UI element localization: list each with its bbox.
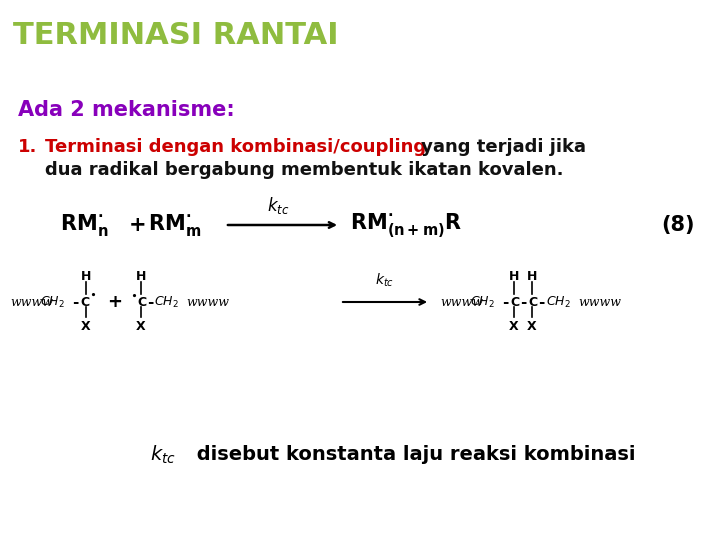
Text: $k_{tc}$: $k_{tc}$ xyxy=(150,444,176,466)
Text: C: C xyxy=(80,295,89,308)
Text: wwww: wwww xyxy=(10,295,53,308)
Text: wwww: wwww xyxy=(578,295,621,308)
Text: $\mathbf{RM_m^{\bullet}}$: $\mathbf{RM_m^{\bullet}}$ xyxy=(148,212,201,238)
Text: +: + xyxy=(107,293,122,311)
Text: wwww: wwww xyxy=(440,295,483,308)
Text: $CH_2$: $CH_2$ xyxy=(40,294,65,309)
Text: $CH_2$: $CH_2$ xyxy=(470,294,495,309)
Text: -: - xyxy=(538,294,544,309)
Text: $\bullet$: $\bullet$ xyxy=(130,290,137,300)
Text: $CH_2$: $CH_2$ xyxy=(546,294,571,309)
Text: (8): (8) xyxy=(662,215,695,235)
Text: -: - xyxy=(520,294,526,309)
Text: H: H xyxy=(136,269,146,282)
Text: $k_{tc}$: $k_{tc}$ xyxy=(267,194,289,215)
Text: X: X xyxy=(136,320,146,333)
Text: X: X xyxy=(509,320,519,333)
Text: H: H xyxy=(527,269,537,282)
Text: Ada 2 mekanisme:: Ada 2 mekanisme: xyxy=(18,100,235,120)
Text: C: C xyxy=(528,295,537,308)
Text: wwww: wwww xyxy=(186,295,229,308)
Text: X: X xyxy=(81,320,91,333)
Text: C: C xyxy=(137,295,146,308)
Text: C: C xyxy=(510,295,519,308)
Text: -: - xyxy=(147,294,153,309)
Text: Terminasi dengan kombinasi/coupling: Terminasi dengan kombinasi/coupling xyxy=(45,138,426,156)
Text: dua radikal bergabung membentuk ikatan kovalen.: dua radikal bergabung membentuk ikatan k… xyxy=(45,161,564,179)
Text: -: - xyxy=(502,294,508,309)
Text: $\mathbf{+}$: $\mathbf{+}$ xyxy=(128,215,145,235)
Text: TERMINASI RANTAI: TERMINASI RANTAI xyxy=(13,21,338,50)
Text: $CH_2$: $CH_2$ xyxy=(154,294,179,309)
Text: X: X xyxy=(527,320,537,333)
Text: 1.: 1. xyxy=(18,138,37,156)
Text: H: H xyxy=(509,269,519,282)
Text: -: - xyxy=(72,294,78,309)
Text: $\bullet$: $\bullet$ xyxy=(89,289,96,299)
Text: disebut konstanta laju reaksi kombinasi: disebut konstanta laju reaksi kombinasi xyxy=(190,446,636,464)
Text: $\mathbf{RM_n^{\bullet}}$: $\mathbf{RM_n^{\bullet}}$ xyxy=(60,212,109,238)
Text: yang terjadi jika: yang terjadi jika xyxy=(415,138,586,156)
Text: $k_{tc}$: $k_{tc}$ xyxy=(375,271,395,289)
Text: $\mathbf{RM_{(n+m)}^{\bullet}R}$: $\mathbf{RM_{(n+m)}^{\bullet}R}$ xyxy=(350,211,462,239)
Text: H: H xyxy=(81,269,91,282)
